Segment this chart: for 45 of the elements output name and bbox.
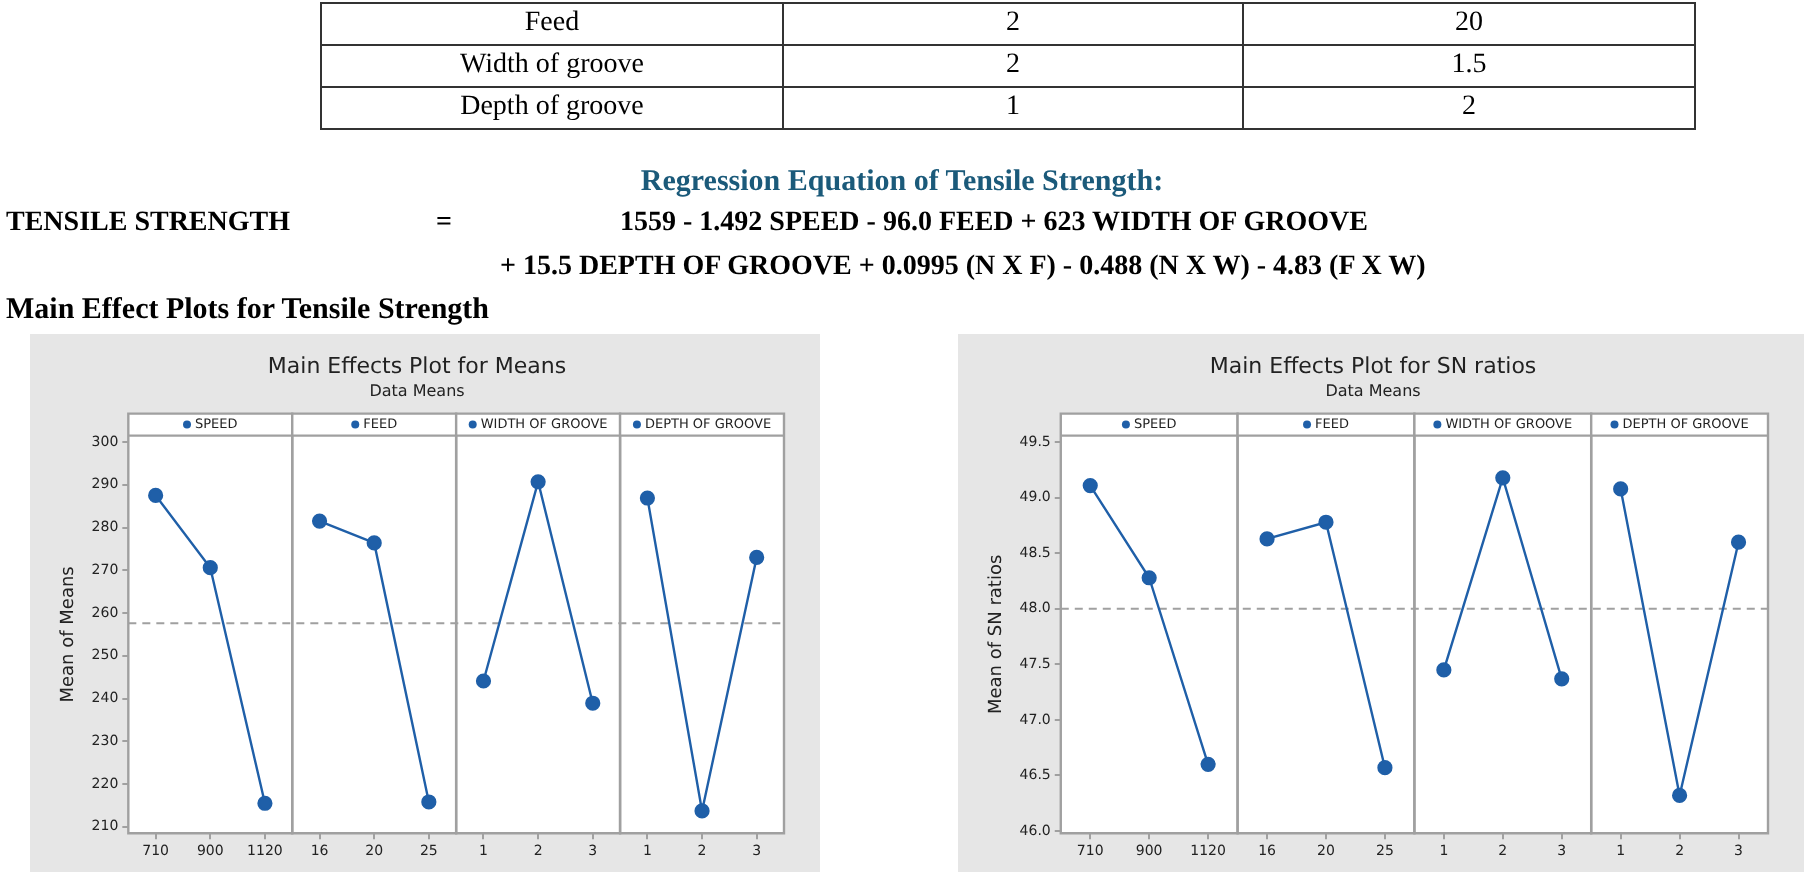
point: [1495, 470, 1511, 486]
point: [1554, 671, 1570, 687]
chart-subtitle: Data Means: [1325, 382, 1421, 401]
point: [475, 673, 492, 689]
point: [311, 513, 328, 529]
chart-title: Main Effects Plot for Means: [267, 352, 567, 379]
point: [530, 474, 546, 490]
point: [1377, 760, 1393, 776]
point: [1200, 756, 1216, 772]
point: [421, 794, 437, 810]
text: + 15.5 DEPTH OF GROOVE + 0.0995 (N X F) - 0.488 (N X W) - 4.83 (F X W): [500, 252, 1426, 284]
point: [257, 795, 273, 811]
y-axis-title: Mean of Means: [59, 565, 80, 703]
point: [639, 490, 655, 506]
chart-title: Main Effects Plot for SN ratios: [1209, 352, 1537, 379]
chart-subtitle: Data Means: [369, 382, 465, 401]
text: 2: [1243, 87, 1695, 129]
point: [1082, 477, 1098, 494]
point: [1259, 531, 1275, 547]
text: Width of groove: [321, 45, 783, 87]
point: [202, 560, 218, 576]
point: [1318, 514, 1334, 530]
text: 2: [783, 3, 1243, 45]
point: [1613, 481, 1629, 497]
text: TENSILE STRENGTH: [6, 208, 290, 240]
text: 2: [783, 45, 1243, 87]
point: [1141, 570, 1157, 586]
text: 1: [783, 87, 1243, 129]
point: [749, 549, 765, 566]
text: Regression Equation of Tensile Strength:: [638, 166, 1166, 200]
point: [694, 803, 710, 819]
point: [585, 695, 601, 711]
y-axis-title: Mean of SN ratios: [987, 554, 1008, 715]
text: 1559 - 1.492 SPEED - 96.0 FEED + 623 WIDTH OF GROOVE: [620, 208, 1368, 240]
point: [1436, 662, 1452, 678]
text: Depth of groove: [321, 87, 783, 129]
point: [1672, 787, 1688, 804]
text: 20: [1243, 3, 1695, 45]
point: [148, 487, 164, 504]
text: =: [436, 208, 452, 240]
text: Main Effect Plots for Tensile Strength: [6, 294, 490, 328]
point: [366, 535, 382, 551]
text: 1.5: [1243, 45, 1695, 87]
text: Feed: [321, 3, 783, 45]
point: [1730, 534, 1747, 550]
